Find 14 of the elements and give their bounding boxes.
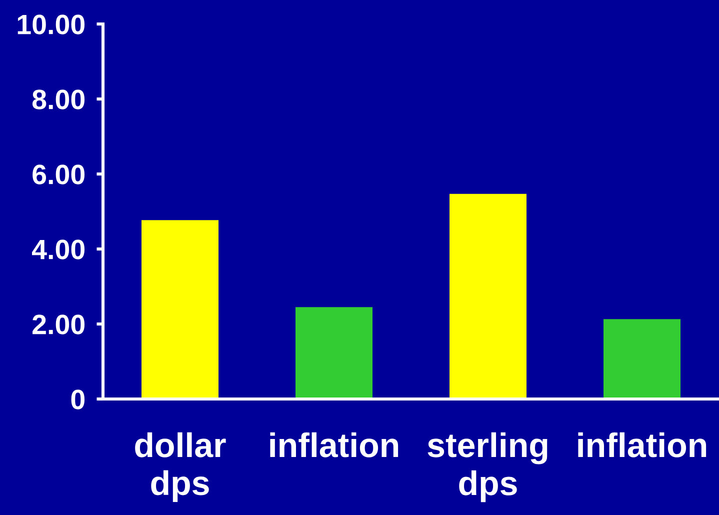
bar xyxy=(142,220,218,399)
bar xyxy=(296,307,372,399)
y-tick-label: 8.00 xyxy=(32,90,85,110)
bar xyxy=(604,319,680,399)
y-tick-label: 10.00 xyxy=(18,14,85,34)
y-tick-label: 0 xyxy=(71,390,84,410)
x-tick-label: inflation xyxy=(578,432,706,458)
x-tick-label: inflation xyxy=(270,432,398,458)
x-tick-label: sterling dps xyxy=(428,432,548,502)
y-tick-label: 6.00 xyxy=(32,164,85,184)
y-tick-label: 4.00 xyxy=(32,240,85,260)
x-tick-label: dollar dps xyxy=(135,432,226,502)
bar xyxy=(450,194,526,399)
y-tick-label: 2.00 xyxy=(32,314,85,334)
